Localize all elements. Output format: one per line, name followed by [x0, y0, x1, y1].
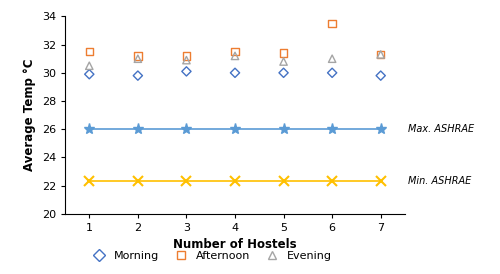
- Point: [328, 56, 336, 61]
- Point: [376, 73, 384, 78]
- Text: Max. ASHRAE: Max. ASHRAE: [408, 124, 474, 134]
- Point: [280, 51, 287, 55]
- Legend: Morning, Afternoon, Evening: Morning, Afternoon, Evening: [84, 247, 336, 266]
- Point: [328, 71, 336, 75]
- Point: [134, 54, 142, 58]
- Point: [86, 64, 94, 68]
- Point: [280, 59, 287, 64]
- Point: [134, 56, 142, 61]
- X-axis label: Number of Hostels: Number of Hostels: [173, 238, 297, 251]
- Point: [231, 54, 239, 58]
- Y-axis label: Average Temp °C: Average Temp °C: [23, 59, 36, 171]
- Point: [376, 52, 384, 57]
- Point: [231, 50, 239, 54]
- Point: [182, 69, 190, 74]
- Point: [280, 71, 287, 75]
- Point: [86, 50, 94, 54]
- Text: Min. ASHRAE: Min. ASHRAE: [408, 176, 472, 186]
- Point: [134, 73, 142, 78]
- Point: [86, 72, 94, 76]
- Point: [231, 71, 239, 75]
- Point: [328, 21, 336, 26]
- Point: [182, 54, 190, 58]
- Point: [376, 52, 384, 57]
- Point: [182, 58, 190, 62]
